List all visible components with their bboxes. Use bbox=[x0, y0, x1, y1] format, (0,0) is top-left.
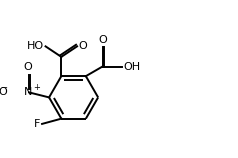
Text: O: O bbox=[79, 41, 88, 51]
Text: N: N bbox=[24, 87, 32, 97]
Text: HO: HO bbox=[27, 41, 44, 51]
Text: O: O bbox=[0, 87, 7, 97]
Text: O: O bbox=[98, 36, 107, 46]
Text: OH: OH bbox=[124, 61, 141, 72]
Text: +: + bbox=[33, 83, 40, 92]
Text: −: − bbox=[0, 83, 7, 92]
Text: O: O bbox=[24, 62, 32, 72]
Text: F: F bbox=[34, 119, 40, 129]
